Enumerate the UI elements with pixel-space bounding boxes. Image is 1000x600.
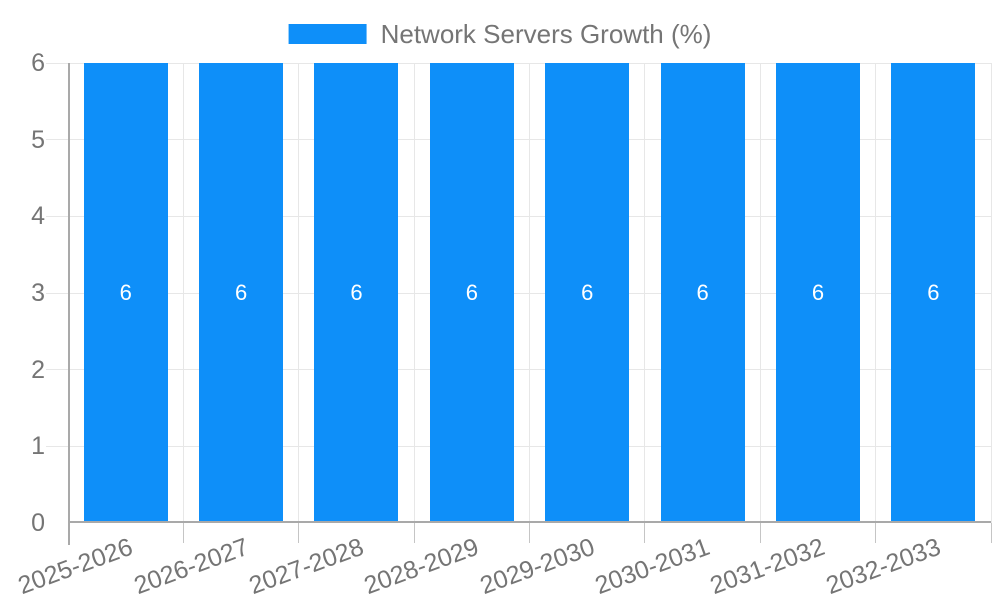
- x-axis-tick: [182, 523, 184, 543]
- plot-area: 6 6 6 6 6 6 6 6: [46, 62, 992, 545]
- gridline-v: [990, 63, 992, 523]
- x-axis-tick-label: 2026-2027: [129, 532, 252, 600]
- x-axis-tick: [990, 523, 992, 543]
- gridline-v: [529, 63, 530, 523]
- gridline-h: [46, 445, 991, 447]
- x-axis-tick: [413, 523, 415, 543]
- bar-2029-2030[interactable]: 6: [545, 63, 630, 523]
- x-axis-tick-label: 2027-2028: [245, 532, 368, 600]
- x-axis-tick: [759, 523, 761, 543]
- y-axis-tick-label: 5: [31, 125, 45, 154]
- bar-2031-2032[interactable]: 6: [775, 63, 860, 523]
- gridline-v: [298, 63, 300, 523]
- x-axis-tick: [875, 523, 877, 543]
- bar-2030-2031[interactable]: 6: [660, 63, 745, 523]
- gridline-v: [875, 63, 877, 523]
- gridline-h: [46, 139, 991, 141]
- y-axis-tick-label: 3: [31, 279, 45, 307]
- bar-value-label: 6: [927, 280, 940, 305]
- bar-value-label: 6: [119, 280, 132, 305]
- bar-2026-2027[interactable]: 6: [199, 63, 284, 523]
- legend-label: Network Servers Growth (%): [380, 19, 712, 49]
- y-axis-tick-label: 4: [31, 202, 45, 231]
- x-axis-tick: [644, 523, 646, 543]
- legend-swatch-icon: [288, 24, 367, 44]
- legend[interactable]: Network Servers Growth (%): [288, 19, 712, 49]
- x-axis-line: [68, 521, 991, 523]
- x-axis-tick: [529, 523, 530, 543]
- y-axis-line: [68, 63, 70, 545]
- bar-value-label: 6: [581, 280, 594, 305]
- x-axis-tick-label: 2029-2030: [476, 532, 598, 600]
- x-axis-tick-label: 2028-2029: [360, 532, 483, 600]
- bar-2032-2033[interactable]: 6: [891, 63, 976, 523]
- x-axis-tick-label: 2032-2033: [822, 532, 945, 600]
- gridline-h: [46, 62, 991, 64]
- bar-value-label: 6: [696, 280, 709, 305]
- gridline-v: [182, 63, 184, 523]
- x-axis-tick-label: 2025-2026: [14, 532, 137, 600]
- gridline-h: [46, 215, 991, 217]
- gridline-v: [644, 63, 646, 523]
- bar-value-label: 6: [465, 280, 478, 305]
- y-axis-tick-label: 1: [31, 432, 45, 461]
- bar-2028-2029[interactable]: 6: [429, 63, 514, 523]
- bar-value-label: 6: [350, 280, 363, 305]
- x-axis-tick: [298, 523, 300, 543]
- bar-value-label: 6: [811, 280, 825, 305]
- bar-value-label: 6: [234, 280, 248, 305]
- y-axis-tick-label: 6: [31, 49, 45, 77]
- y-axis-tick-label: 0: [31, 509, 45, 537]
- bar-2025-2026[interactable]: 6: [83, 63, 168, 523]
- bar-2027-2028[interactable]: 6: [314, 63, 399, 523]
- gridline-h: [46, 369, 991, 371]
- gridline-v: [759, 63, 761, 523]
- x-axis-tick-label: 2030-2031: [591, 532, 714, 600]
- gridline-v: [413, 63, 415, 523]
- gridline-h: [46, 292, 991, 294]
- y-axis-tick-label: 2: [31, 355, 45, 384]
- x-axis-tick-label: 2031-2032: [706, 532, 829, 600]
